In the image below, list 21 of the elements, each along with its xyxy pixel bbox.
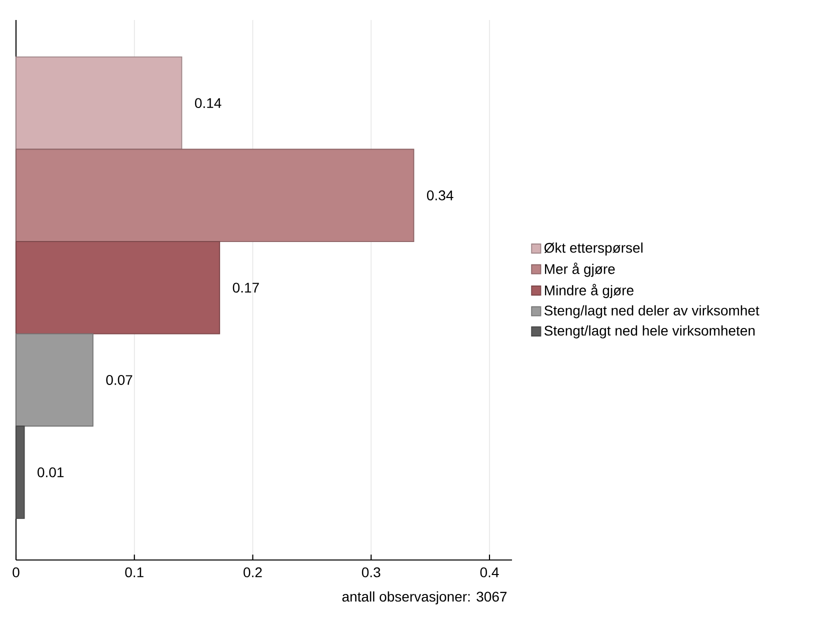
legend-label: Mindre å gjøre — [544, 284, 634, 298]
data-label: 0.34 — [427, 190, 454, 201]
x-tick-label: 0.4 — [480, 568, 499, 578]
data-label: 0.14 — [194, 98, 222, 108]
x-tick-label: 0 — [12, 568, 20, 578]
bar — [16, 148, 414, 242]
legend-label: Steng/lagt ned deler av virksomhet — [544, 305, 760, 318]
x-tick-label: 0.1 — [125, 568, 144, 578]
legend-label: Økt etterspørsel — [544, 242, 642, 256]
bar — [16, 56, 182, 150]
x-tick-label: 0.2 — [244, 568, 262, 578]
data-label: 0.01 — [38, 468, 64, 478]
data-label: 0.17 — [232, 282, 259, 293]
legend-label: Stengt/lagt ned hele virksomheten — [544, 326, 755, 339]
data-label: 0.07 — [106, 375, 132, 386]
text: antall observasjoner: 3067 — [342, 592, 507, 605]
x-tick-label: 0.3 — [362, 568, 380, 578]
bar — [16, 241, 220, 334]
bar — [16, 426, 25, 520]
legend-label: Mer å gjøre — [544, 262, 615, 277]
bar — [16, 334, 94, 427]
